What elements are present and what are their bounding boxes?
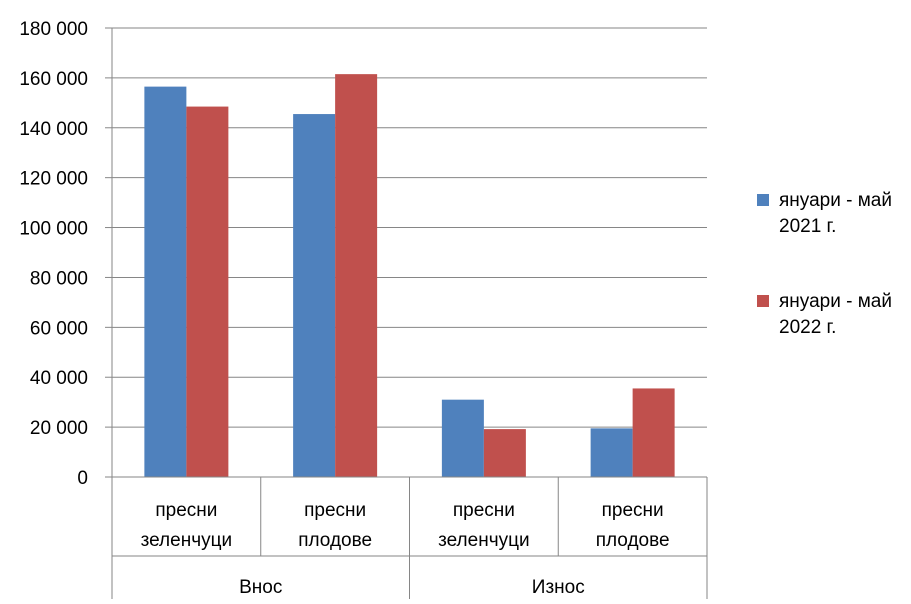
legend-swatch-series-1 <box>757 194 769 206</box>
bar-series-1 <box>441 399 484 477</box>
legend-label-series-1-line-1: януари - май <box>779 190 892 211</box>
x-category-label: пресни <box>304 500 366 521</box>
y-tick-label: 160 000 <box>19 69 88 90</box>
x-group-label: Внос <box>239 577 282 598</box>
x-category-label: зеленчуци <box>141 530 232 551</box>
bar-series-1 <box>144 86 187 477</box>
x-category-label: пресни <box>602 500 664 521</box>
bar-series-1 <box>590 428 633 477</box>
legend-label-series-2: януари - май 2022 г. <box>779 289 911 341</box>
legend-label-series-2-line-1: януари - май <box>779 291 892 312</box>
y-tick-label: 140 000 <box>19 119 88 140</box>
x-category-label: пресни <box>453 500 515 521</box>
y-tick-label: 120 000 <box>19 169 88 190</box>
x-group-label: Износ <box>532 577 585 598</box>
x-category-label: плодове <box>596 530 670 551</box>
x-category-label: пресни <box>155 500 217 521</box>
legend-swatch-series-2 <box>757 295 769 307</box>
y-tick-label: 100 000 <box>19 219 88 240</box>
y-tick-label: 20 000 <box>30 418 88 439</box>
x-category-label: плодове <box>298 530 372 551</box>
legend-label-series-2-line-2: 2022 г. <box>779 317 837 338</box>
legend-label-series-1: януари - май 2021 г. <box>779 188 911 240</box>
y-tick-label: 60 000 <box>30 318 88 339</box>
bar-series-1 <box>293 114 336 477</box>
y-tick-label: 80 000 <box>30 268 88 289</box>
bar-series-2 <box>186 106 229 477</box>
bar-series-2 <box>335 74 378 478</box>
bar-series-2 <box>632 388 675 477</box>
x-category-label: зеленчуци <box>438 530 529 551</box>
y-tick-label: 40 000 <box>30 368 88 389</box>
legend-label-series-1-line-2: 2021 г. <box>779 216 837 237</box>
y-tick-label: 180 000 <box>19 19 88 40</box>
y-tick-label: 0 <box>77 468 88 489</box>
bar-series-2 <box>483 429 526 477</box>
